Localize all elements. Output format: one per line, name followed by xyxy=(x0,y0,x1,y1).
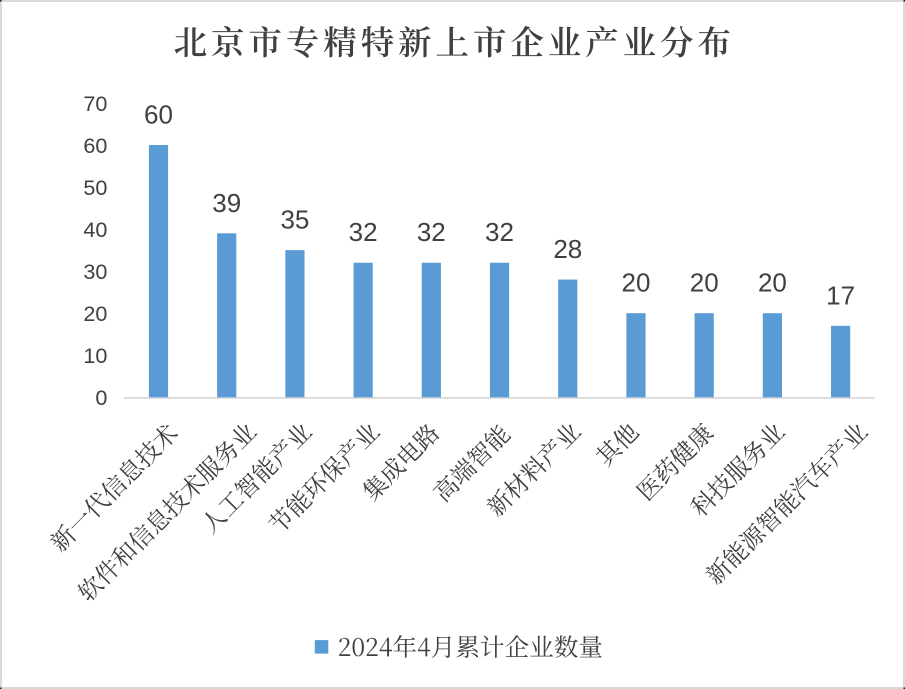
svg-text:32: 32 xyxy=(417,217,446,247)
svg-text:20: 20 xyxy=(622,268,651,298)
svg-text:60: 60 xyxy=(83,133,107,158)
svg-text:39: 39 xyxy=(212,188,241,218)
svg-text:30: 30 xyxy=(83,259,107,284)
svg-text:32: 32 xyxy=(485,217,514,247)
svg-text:28: 28 xyxy=(553,234,582,264)
svg-text:0: 0 xyxy=(95,385,107,410)
svg-text:10: 10 xyxy=(83,343,107,368)
svg-text:20: 20 xyxy=(690,268,719,298)
svg-text:32: 32 xyxy=(349,217,378,247)
svg-text:40: 40 xyxy=(83,217,107,242)
svg-text:20: 20 xyxy=(758,268,787,298)
svg-text:17: 17 xyxy=(826,280,855,310)
svg-text:70: 70 xyxy=(83,91,107,116)
svg-text:35: 35 xyxy=(280,205,309,235)
svg-text:60: 60 xyxy=(144,100,173,130)
svg-text:50: 50 xyxy=(83,175,107,200)
svg-text:20: 20 xyxy=(83,301,107,326)
